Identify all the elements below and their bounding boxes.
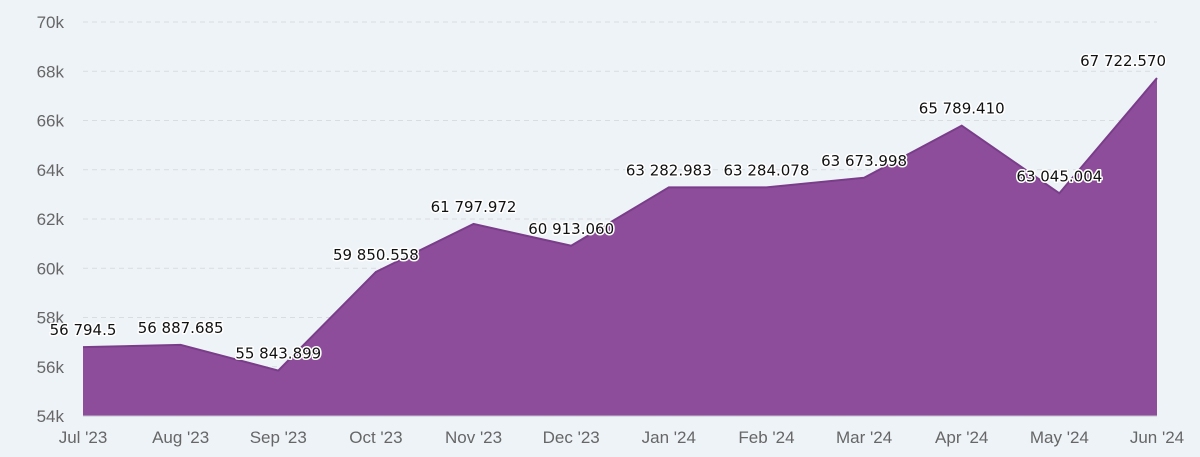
y-tick-label: 60k — [37, 259, 65, 278]
x-tick-label: Mar '24 — [836, 428, 892, 447]
data-label: 67 722.570 — [1080, 52, 1166, 70]
x-tick-label: Nov '23 — [445, 428, 502, 447]
y-tick-label: 66k — [37, 112, 65, 131]
data-label: 63 284.078 — [724, 161, 810, 179]
y-tick-label: 56k — [37, 358, 65, 377]
series-area — [82, 77, 1158, 417]
x-tick-label: Sep '23 — [250, 428, 307, 447]
y-tick-label: 68k — [37, 62, 65, 81]
x-tick-label: Dec '23 — [543, 428, 600, 447]
data-label: 56 794.5 — [50, 321, 117, 339]
series-line — [82, 77, 1158, 372]
x-tick-label: Oct '23 — [349, 428, 402, 447]
x-tick-label: Aug '23 — [152, 428, 209, 447]
data-label: 56 887.685 — [138, 319, 224, 337]
y-tick-label: 64k — [37, 161, 65, 180]
data-labels: 56 794.5 56 887.685 55 843.899 59 850.558 61… — [48, 51, 1167, 365]
data-label: 65 789.410 — [919, 100, 1005, 118]
x-tick-label: May '24 — [1030, 428, 1089, 447]
data-label: 63 673.998 — [821, 152, 907, 170]
area-fill — [83, 78, 1157, 416]
y-tick-label: 54k — [37, 407, 65, 426]
data-label: 59 850.558 — [333, 246, 419, 264]
x-tick-label: Jul '23 — [59, 428, 108, 447]
x-tick-label: Jun '24 — [1130, 428, 1184, 447]
x-tick-label: Feb '24 — [738, 428, 794, 447]
x-axis: Jul '23 Aug '23 Sep '23 Oct '23 Nov '23 Dec '… — [59, 428, 1184, 447]
y-axis: 54k 56k 58k 60k 62k 64k 66k 68k 70k — [37, 13, 65, 426]
data-label: 55 843.899 — [235, 345, 321, 363]
data-label: 60 913.060 — [528, 220, 614, 238]
data-label: 61 797.972 — [431, 198, 517, 216]
y-tick-label: 70k — [37, 13, 65, 32]
data-label: 63 045.004 — [1016, 167, 1102, 185]
y-tick-label: 62k — [37, 210, 65, 229]
x-tick-label: Jan '24 — [642, 428, 696, 447]
x-tick-label: Apr '24 — [935, 428, 988, 447]
data-label: 63 282.983 — [626, 161, 712, 179]
y-tick-label: 58k — [37, 309, 65, 328]
